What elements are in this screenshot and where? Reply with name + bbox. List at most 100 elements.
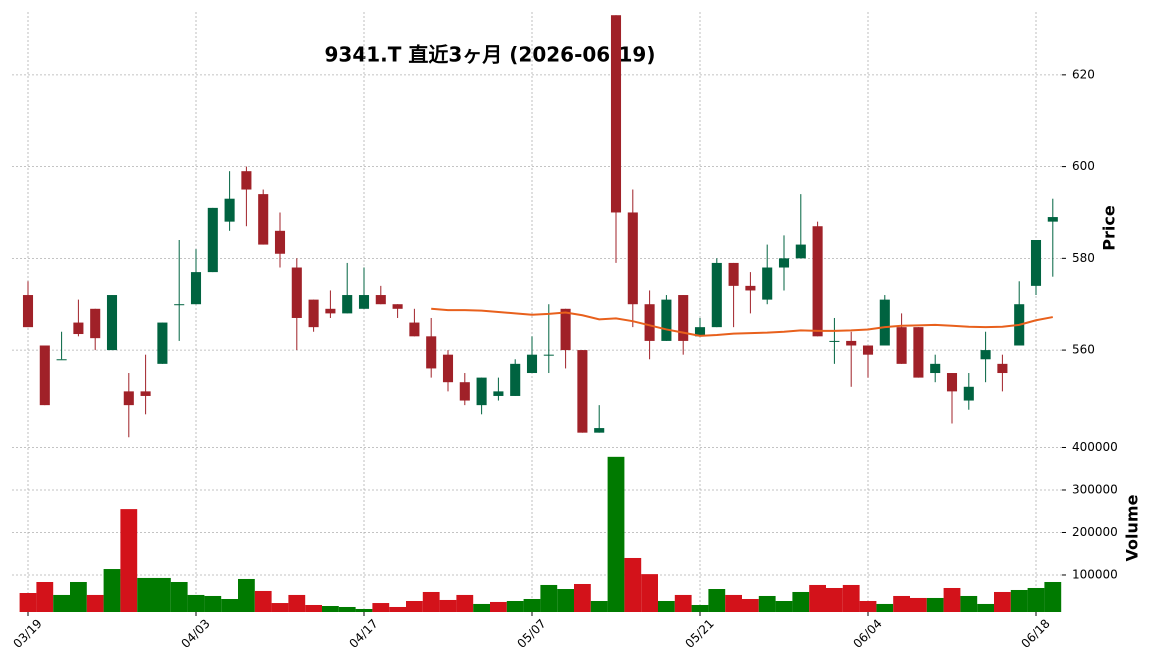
candle-body [308,299,319,328]
candle-body [493,391,504,396]
candle-body [123,391,134,406]
volume-bar [557,589,574,612]
volume-bar [960,595,978,612]
candle-body [728,262,739,286]
volume-bar [859,600,877,612]
candle-body [409,322,420,337]
volume-bar [607,456,625,612]
volume-bar [926,597,944,612]
candle-body [56,359,67,361]
candle-body [795,244,806,259]
x-tick-label: 03/19 [10,616,44,650]
volume-bar [490,601,507,612]
candle-body [678,295,689,341]
volume-bar [910,597,927,612]
volume-bar [1010,589,1028,612]
y2-axis-label: Volume [1123,494,1142,561]
y2-tick-label: 400000 [1072,440,1118,454]
volume-bar [624,557,642,612]
volume-bar [977,603,994,612]
volume-bar [187,594,205,612]
candle-body [190,272,202,305]
x-tick-label: 05/07 [514,616,548,650]
volume-bar [338,606,356,612]
candle-body [862,345,874,355]
volume-bar [288,594,306,612]
volume-bar [221,598,238,612]
candle-body [224,198,235,222]
candle-body [610,15,622,213]
y2-tick-label: 300000 [1072,482,1118,496]
volume-bar [473,603,490,612]
volume-bar [523,598,541,612]
y-tick-label: 620 [1072,67,1095,81]
volume-bar [406,600,423,612]
volume-bar [170,581,188,612]
x-tick-label: 04/17 [346,616,380,650]
candle-body [812,226,823,337]
candle-body [392,304,403,309]
volume-bar [1027,587,1045,612]
volume-bar [506,600,524,612]
candle-body [963,386,974,401]
candle-body [106,295,118,351]
y2-tick-label: 100000 [1072,567,1118,581]
volume-bar [590,600,608,612]
candle-body [342,295,353,314]
candle-body [157,322,168,364]
volume-bar [19,593,37,612]
candle-body [510,363,521,396]
candle-body [997,363,1008,374]
candle-body [476,377,487,406]
candle-body [946,373,958,392]
candle-body [930,363,941,374]
volume-bar [456,594,474,612]
candle-body [560,308,571,351]
candle-body [325,308,336,314]
volume-bar [792,591,810,612]
candle-body [644,304,655,341]
volume-bar [254,590,272,612]
volume-bar [120,509,138,612]
x-tick-label: 05/21 [682,616,716,650]
candle-body [627,212,638,305]
candle-body [526,354,538,374]
candle-body [459,382,470,401]
volume-bar [775,600,793,612]
candle-body [896,327,907,364]
volume-bar [826,587,843,612]
candle-body [90,308,101,339]
y-tick-label: 600 [1072,159,1095,173]
volume-bar [742,598,759,612]
volume-bar [658,600,675,612]
moving-average [431,307,1053,337]
candle-body [274,230,286,254]
candle-body [543,354,554,356]
candle-body [1047,217,1058,222]
candle-body [661,299,672,341]
candle-body [207,207,218,273]
volume-bar [355,608,373,612]
volume-bar [372,603,390,612]
candle-body [778,258,790,268]
volume-bar [574,583,591,612]
candle-body [846,340,857,346]
candle-body [980,350,991,360]
volume-bar [1044,581,1062,612]
candle-body [426,336,437,369]
volume-bar [53,594,70,612]
x-tick-label: 06/04 [850,616,884,650]
volume-bar [422,591,440,612]
candle-body [577,350,588,433]
volume-bar [439,599,457,612]
candle-body [694,327,706,337]
volume-bar [641,574,658,612]
candle-body [291,267,302,318]
volume-bar [154,577,171,612]
candle-body [241,171,252,190]
volume-bar [893,595,910,612]
volume-bar [691,604,709,612]
candle-body [22,295,34,328]
candle-body [140,391,151,396]
